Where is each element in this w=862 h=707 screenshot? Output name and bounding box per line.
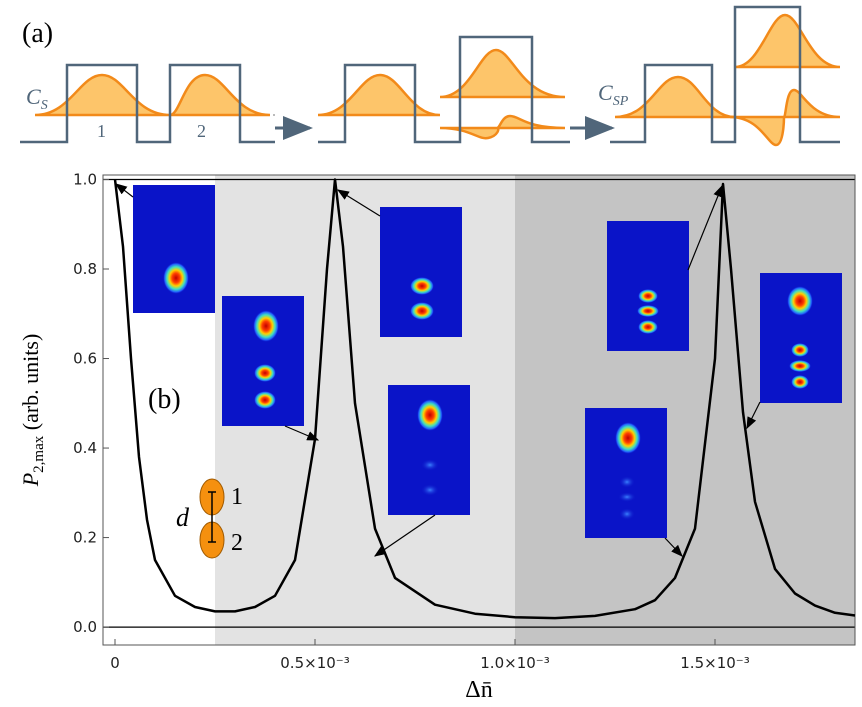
intensity-spot <box>787 286 813 316</box>
intensity-spot <box>421 459 439 471</box>
intensity-spot <box>637 305 659 317</box>
intensity-spot <box>615 422 641 454</box>
well-label: 2 <box>197 121 206 141</box>
y-tick-label: 0.0 <box>73 618 97 636</box>
intensity-spot <box>163 262 189 294</box>
wavefunction <box>735 15 840 67</box>
intensity-spot <box>410 277 434 295</box>
intensity-spot <box>253 310 279 342</box>
intensity-spot <box>619 476 635 488</box>
intensity-spot <box>417 399 443 431</box>
label-main: P <box>18 473 43 487</box>
y-tick-label: 0.6 <box>73 350 97 368</box>
site-label: 1 <box>231 484 243 510</box>
arrow <box>116 184 133 197</box>
label-main: C <box>598 80 613 105</box>
intensity-spot <box>254 391 276 409</box>
intensity-spot <box>254 364 276 382</box>
intensity-spot <box>410 302 434 320</box>
x-tick-label: 0.5×10⁻³ <box>280 654 349 672</box>
wavefunction <box>35 75 270 115</box>
intensity-spot <box>789 360 811 372</box>
x-axis-label: Δn̄ <box>465 677 492 703</box>
x-tick-label: 1.0×10⁻³ <box>480 654 549 672</box>
label-rest: (arb. units) <box>18 334 43 436</box>
waveguide-profile <box>318 37 570 142</box>
intensity-spot <box>638 320 658 334</box>
intensity-spot <box>791 375 809 389</box>
wavefunction <box>318 75 440 115</box>
intensity-spot <box>421 484 439 496</box>
wavefunction <box>730 90 840 145</box>
x-tick-label: 1.5×10⁻³ <box>680 654 749 672</box>
intensity-spot <box>619 508 635 520</box>
y-tick-label: 0.4 <box>73 439 97 457</box>
intensity-spot <box>791 343 809 357</box>
y-axis-label: P2,max (arb. units) <box>18 334 47 488</box>
well-label: 1 <box>97 121 106 141</box>
figure: 0.0 0.2 0.4 0.6 0.8 1.0 0 0.5×10⁻³ 1.0×10⁻³ 1.5×1… <box>0 0 862 707</box>
waveguide-profile <box>610 7 840 142</box>
y-tick-label: 1.0 <box>73 170 97 188</box>
label-sub: SP <box>613 94 629 109</box>
x-tick-label: 0 <box>110 654 120 672</box>
schematic: (a) 1 2 CS CSP <box>20 7 840 145</box>
label-sub: S <box>41 98 48 113</box>
y-tick-label: 0.2 <box>73 529 97 547</box>
y-tick-label: 0.8 <box>73 260 97 278</box>
wavefunction <box>615 77 735 117</box>
intensity-spot <box>618 492 636 502</box>
site-label: 2 <box>231 530 243 556</box>
state-label: CS <box>26 84 48 113</box>
label-main: C <box>26 84 41 109</box>
panel-label: (a) <box>22 18 53 49</box>
state-label: CSP <box>598 80 629 109</box>
panel-label: (b) <box>148 384 181 415</box>
label-sub: 2,max <box>31 435 47 473</box>
distance-label: d <box>176 503 190 532</box>
intensity-spot <box>638 289 658 303</box>
